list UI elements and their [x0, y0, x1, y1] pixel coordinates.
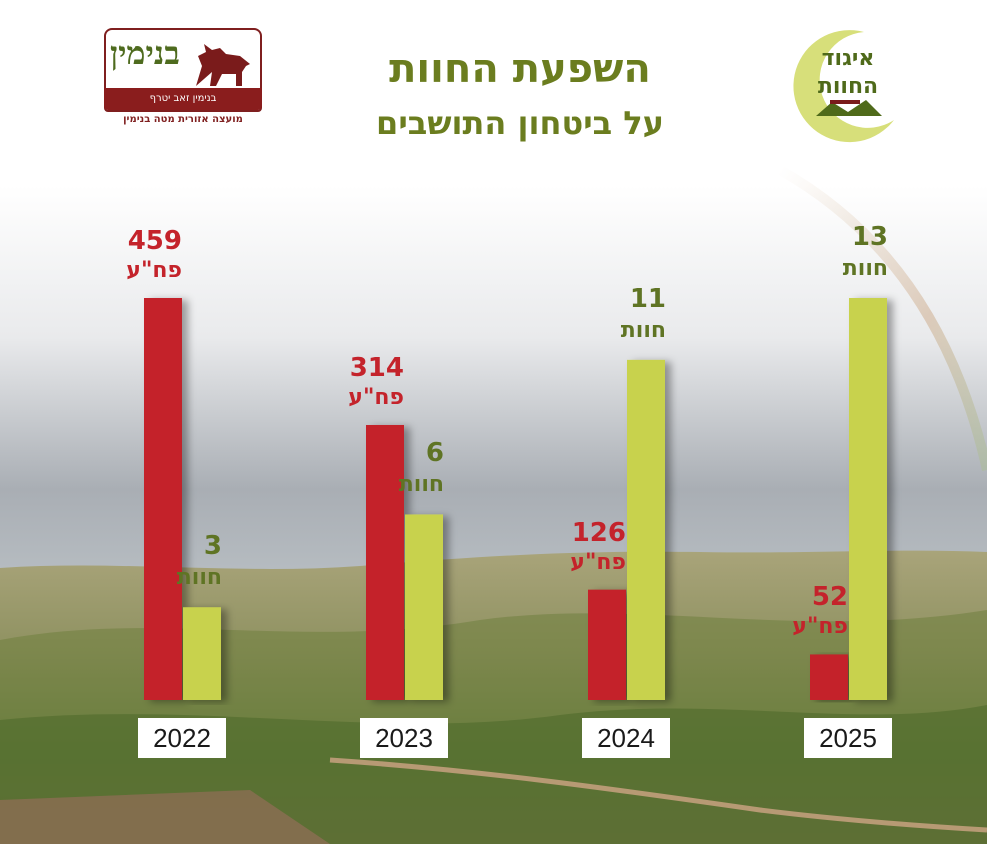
data-label-attacks: 126 [571, 517, 626, 548]
logo-line1: איגוד [821, 46, 875, 71]
year-tick-label: 2022 [138, 718, 226, 758]
data-label-attacks: 314 [349, 352, 404, 383]
data-label-attacks: 459 [127, 226, 182, 256]
chart-subtitle: על ביטחון התושבים [376, 104, 664, 142]
data-label-farms: 11 [629, 283, 666, 314]
bar-attacks [366, 424, 404, 700]
logo-name: בנימין [110, 34, 180, 72]
logo-tagline: בנימין זאב יטרף [104, 88, 262, 110]
series-label-attacks: פח"ע [348, 384, 404, 410]
data-label-farms: 13 [851, 222, 888, 252]
series-label-farms: חוות [398, 472, 444, 498]
series-label-farms: חוות [842, 256, 888, 281]
year-tick-label: 2023 [360, 718, 448, 758]
bar-farms [183, 607, 221, 700]
logo-caption: מועצה אזורית מטה בנימין [123, 114, 243, 125]
rainbow [777, 165, 987, 472]
series-label-attacks: פח"ע [126, 258, 182, 283]
series-label-attacks: פח"ע [792, 614, 848, 640]
farms-union-logo: איגוד החוות [786, 24, 898, 146]
bar-attacks [810, 654, 848, 700]
series-label-farms: חוות [176, 565, 222, 591]
series-label-attacks: פח"ע [570, 549, 626, 575]
bar-attacks [144, 298, 182, 700]
bar-farms [849, 298, 887, 700]
crescent-icon [793, 30, 894, 143]
bar-attacks [588, 589, 626, 700]
year-tick-label: 2025 [804, 718, 892, 758]
dirt-road [329, 757, 987, 833]
bar-farms [627, 359, 665, 700]
chart-title: השפעת החוות [389, 46, 651, 92]
foreground-dirt [0, 790, 330, 844]
logo-line2: החוות [817, 74, 879, 99]
data-label-attacks: 52 [811, 582, 848, 613]
year-tick-label: 2024 [582, 718, 670, 758]
data-label-farms: 3 [203, 531, 222, 562]
bar-farms [405, 514, 443, 700]
bars-layer [144, 298, 887, 700]
wolf-icon [196, 44, 250, 86]
data-label-farms: 6 [425, 438, 444, 469]
series-label-farms: חוות [620, 317, 666, 343]
binyamin-logo: בנימין בנימין זאב יטרף מועצה אזורית מטה … [104, 28, 262, 128]
